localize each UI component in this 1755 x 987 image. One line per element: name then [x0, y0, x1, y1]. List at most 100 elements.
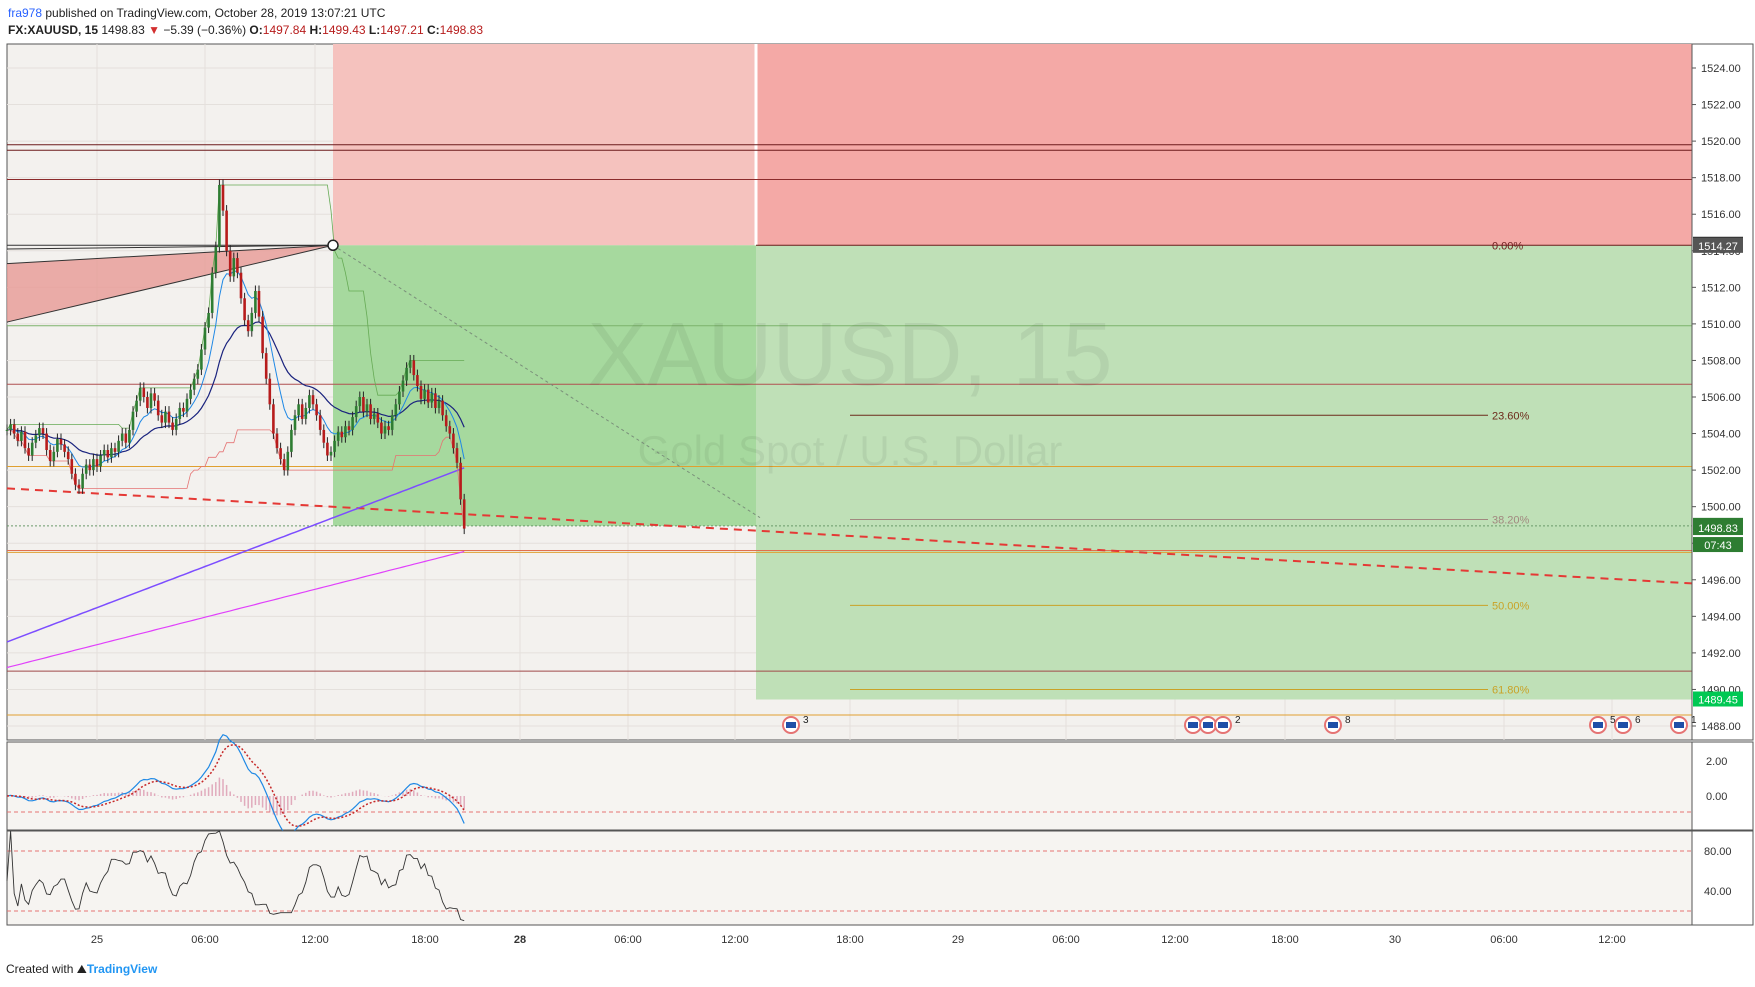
- y-tick-label-10: 1504.00: [1701, 429, 1741, 441]
- candle-107: [390, 415, 394, 430]
- candle-109: [398, 391, 401, 405]
- candle-56: [207, 312, 210, 328]
- candle-15: [59, 439, 63, 445]
- candle-14: [56, 439, 59, 452]
- y-tick-label-1: 1522.00: [1701, 100, 1741, 112]
- event-count-3: 2: [1235, 715, 1241, 726]
- candle-22: [84, 464, 88, 474]
- candle-113: [412, 360, 416, 376]
- target-zone-future: [756, 245, 1692, 700]
- price-tag-bg-4: [1693, 537, 1743, 553]
- candle-96: [351, 417, 354, 430]
- candle-28: [106, 450, 110, 458]
- price-tag-1: 1514.27: [1698, 241, 1738, 253]
- candle-123: [448, 426, 452, 434]
- y-tick-label-9: 1506.00: [1701, 392, 1741, 404]
- candle-124: [452, 433, 455, 449]
- candle-74: [272, 404, 275, 434]
- y-tick-label-0: 1524.00: [1701, 63, 1741, 75]
- flag-stripe-5: [1593, 722, 1603, 728]
- candle-16: [63, 444, 66, 452]
- candle-43: [160, 415, 164, 423]
- candle-106: [387, 426, 390, 430]
- candle-127: [462, 499, 466, 529]
- candle-1: [9, 424, 12, 430]
- candle-112: [408, 360, 412, 368]
- candle-114: [416, 375, 419, 387]
- candle-91: [333, 440, 336, 452]
- candle-103: [376, 413, 380, 423]
- y-tick-label-18: 1488.00: [1701, 721, 1741, 733]
- candle-77: [282, 459, 286, 471]
- candle-58: [214, 247, 218, 273]
- last-price: 1498.83: [101, 23, 145, 37]
- candle-108: [394, 404, 398, 416]
- y-tick-label-12: 1500.00: [1701, 502, 1741, 514]
- macd-tick-0: 2.00: [1706, 756, 1727, 768]
- tradingview-logo-icon: ⛰: [76, 962, 87, 976]
- y-tick-label-4: 1516.00: [1701, 209, 1741, 221]
- flag-stripe-4: [1328, 722, 1338, 728]
- ichimoku-span-b: [7, 429, 465, 529]
- candle-98: [358, 397, 362, 407]
- candle-29: [110, 448, 113, 458]
- price-tag-4: 07:43: [1704, 540, 1732, 552]
- candle-104: [380, 422, 383, 434]
- candle-85: [311, 395, 315, 405]
- candle-122: [444, 415, 448, 427]
- candle-126: [459, 462, 462, 500]
- candle-72: [264, 353, 268, 379]
- down-arrow-icon: ▼: [148, 23, 160, 37]
- candle-62: [228, 250, 232, 277]
- candle-17: [66, 451, 70, 460]
- candle-119: [434, 393, 437, 408]
- price-axis: [1691, 43, 1754, 741]
- candle-105: [383, 426, 387, 434]
- candle-48: [178, 407, 182, 419]
- y-tick-label-11: 1502.00: [1701, 465, 1741, 477]
- created-with: Created with: [6, 962, 74, 976]
- tradingview-link[interactable]: TradingView: [86, 962, 158, 976]
- candle-92: [336, 431, 340, 441]
- candle-63: [232, 258, 236, 277]
- event-count-6: 6: [1635, 715, 1641, 726]
- candle-111: [405, 367, 408, 381]
- candle-69: [254, 290, 257, 313]
- candle-81: [297, 404, 300, 416]
- flag-stripe-0: [786, 722, 796, 728]
- fan-line-b: [6, 244, 334, 250]
- candle-79: [290, 429, 293, 452]
- fib-diagonal: [332, 244, 761, 519]
- candle-117: [426, 389, 430, 403]
- fib-label-3: 50.00%: [1492, 600, 1530, 612]
- rsi-tick-0: 80.00: [1704, 846, 1732, 858]
- flag-stripe-6: [1618, 722, 1628, 728]
- candle-61: [225, 210, 228, 251]
- candle-75: [275, 433, 279, 449]
- candle-120: [437, 400, 441, 408]
- author-link[interactable]: fra978: [8, 6, 43, 20]
- ema-fast-line: [6, 270, 465, 468]
- x-tick-label-11: 18:00: [1271, 934, 1299, 946]
- trend-line: [6, 487, 1693, 585]
- candle-26: [99, 455, 102, 467]
- candle-44: [164, 411, 167, 423]
- candle-68: [250, 312, 254, 332]
- open-label: O:: [249, 23, 263, 37]
- price-tag-3: 1498.83: [1698, 523, 1738, 535]
- candle-21: [81, 473, 84, 489]
- flag-stripe-3: [1218, 722, 1228, 728]
- y-tick-label-2: 1520.00: [1701, 136, 1741, 148]
- rsi-pane: [6, 830, 1693, 926]
- candle-42: [156, 400, 160, 416]
- candle-9: [38, 428, 41, 436]
- candle-78: [286, 451, 290, 471]
- candle-36: [135, 400, 138, 412]
- candle-10: [41, 428, 45, 434]
- candle-83: [304, 407, 308, 419]
- fib-label-4: 61.80%: [1492, 684, 1530, 696]
- fan-line-c: [6, 244, 334, 265]
- macd-pane: [6, 741, 1693, 831]
- candle-13: [52, 451, 56, 461]
